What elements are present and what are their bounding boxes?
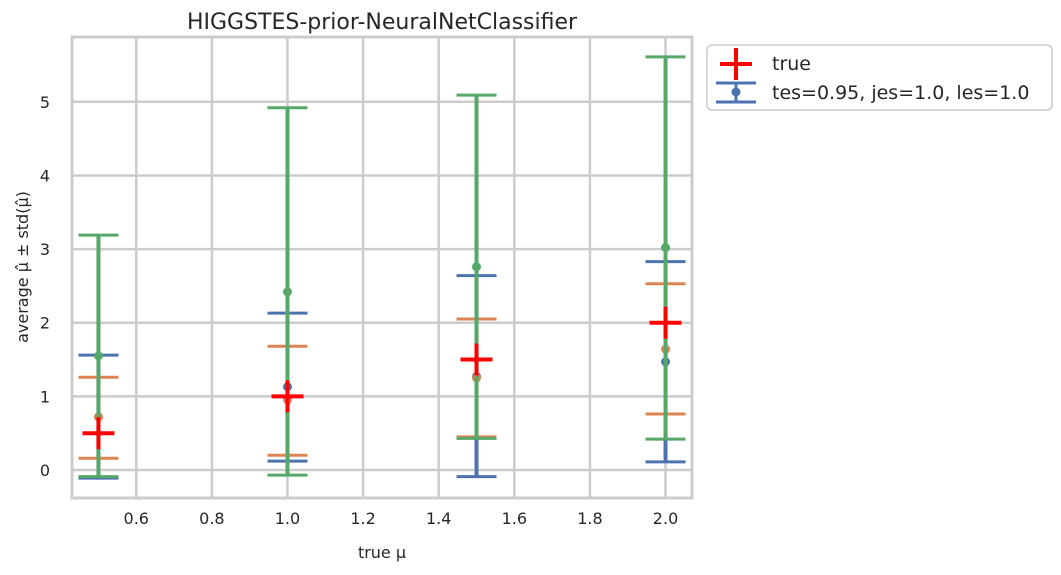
errorbars (78, 55, 686, 480)
legend-series-point (731, 87, 741, 97)
legend: true tes=0.95, jes=1.0, les=1.0 (706, 44, 1053, 111)
y-tick-label: 2 (40, 314, 50, 333)
x-tick-label: 0.6 (124, 509, 149, 528)
legend-frame (706, 44, 1053, 111)
true-markers (82, 306, 682, 450)
legend-series-marker (716, 81, 756, 104)
x-tick-label: 1.2 (350, 509, 375, 528)
x-tick-label: 1.4 (426, 509, 451, 528)
true-marker (649, 306, 682, 339)
x-axis-label: true μ (358, 543, 406, 562)
x-tick-label: 1.0 (275, 509, 300, 528)
errorbar-series-2 (78, 282, 686, 460)
mean-point (661, 243, 671, 253)
axes-frame (70, 35, 694, 500)
true-marker (82, 417, 115, 450)
y-tick-label: 0 (40, 461, 50, 480)
y-axis-ticks: 0 1 2 3 4 5 (40, 93, 50, 480)
mean-point (93, 351, 103, 361)
true-marker (460, 343, 493, 376)
chart-title: HIGGSTES-prior-NeuralNetClassifier (187, 10, 578, 35)
y-axis-label: average μ̂ ± std(μ̂) (13, 191, 32, 343)
legend-true-marker (720, 48, 752, 80)
y-tick-label: 5 (40, 93, 50, 112)
y-tick-label: 3 (40, 240, 50, 259)
mean-point (472, 262, 482, 272)
x-axis-ticks: 0.6 0.8 1.0 1.2 1.4 1.6 1.8 2.0 (124, 509, 679, 528)
mean-point (282, 287, 292, 297)
x-tick-label: 2.0 (653, 509, 678, 528)
errorbar-series-3 (78, 55, 686, 479)
x-tick-label: 1.6 (502, 509, 527, 528)
plot-frame (70, 35, 694, 500)
errorbar-series-1 (78, 260, 686, 480)
legend-label-true: true (772, 53, 811, 75)
grid (72, 37, 692, 498)
x-tick-label: 0.8 (199, 509, 224, 528)
y-tick-label: 1 (40, 387, 50, 406)
true-marker (271, 380, 304, 413)
legend-label-series: tes=0.95, jes=1.0, les=1.0 (772, 82, 1029, 104)
x-tick-label: 1.8 (577, 509, 602, 528)
y-tick-label: 4 (40, 166, 50, 185)
